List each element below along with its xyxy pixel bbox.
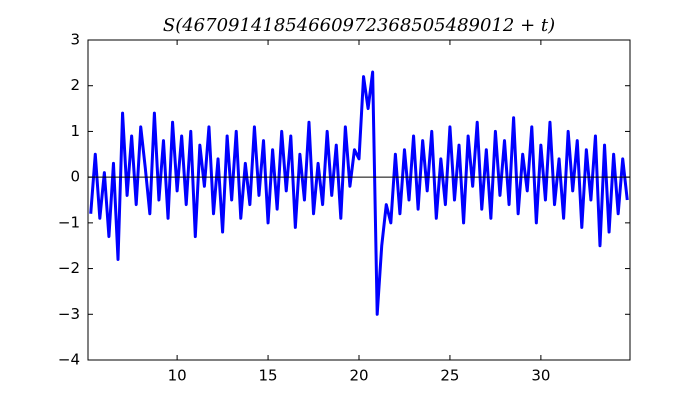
y-tick-label: 0	[70, 168, 80, 186]
y-tick-label: 1	[70, 122, 80, 140]
data-line	[89, 70, 629, 316]
y-tick-label: −2	[58, 259, 80, 277]
chart-title: S(46709141854660972368505489012 + t)	[163, 15, 555, 36]
y-tick-label: −3	[58, 305, 80, 323]
x-tick-label: 20	[349, 367, 368, 385]
y-tick-label: −1	[58, 213, 80, 231]
y-tick-label: −4	[58, 351, 80, 369]
y-tick-label: 2	[70, 76, 80, 94]
x-tick-label: 25	[440, 367, 459, 385]
y-tick-label: 3	[70, 31, 80, 49]
x-tick-label: 30	[531, 367, 550, 385]
x-tick-label: 15	[259, 367, 278, 385]
plot-frame	[87, 39, 631, 361]
x-tick-label: 10	[168, 367, 187, 385]
